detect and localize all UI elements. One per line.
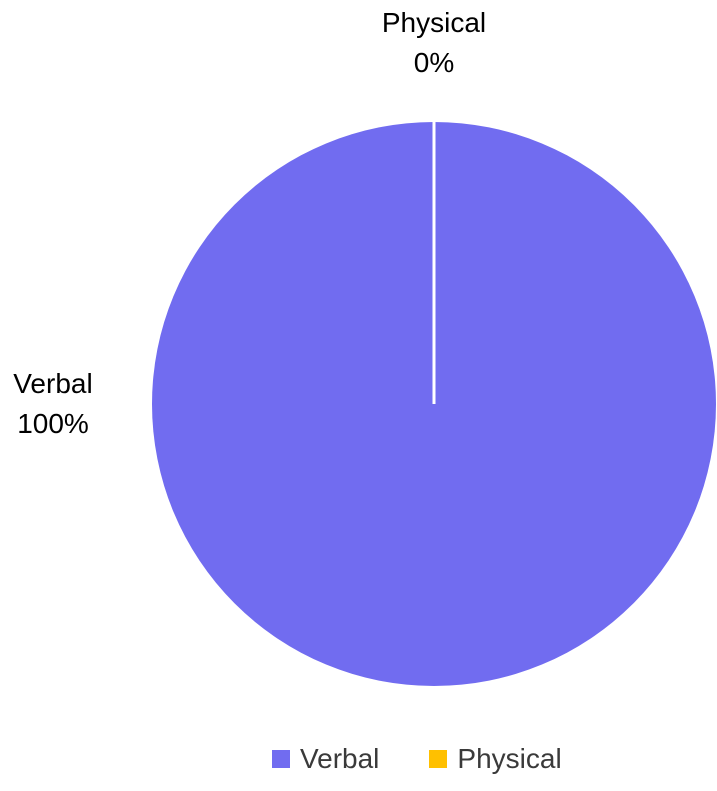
data-labels: Verbal 100% Physical 0% <box>13 7 486 439</box>
data-label-physical-category: Physical <box>382 7 486 38</box>
data-label-verbal-category: Verbal <box>13 368 92 399</box>
data-label-verbal-value: 100% <box>17 408 89 439</box>
legend-item-verbal: Verbal <box>272 743 379 775</box>
legend-swatch-physical <box>429 750 448 768</box>
legend-item-physical: Physical <box>429 743 562 775</box>
legend-label-physical: Physical <box>457 743 562 774</box>
legend: Verbal Physical <box>272 743 562 775</box>
data-label-physical-value: 0% <box>414 47 454 78</box>
legend-label-verbal: Verbal <box>300 743 380 774</box>
legend-swatch-verbal <box>272 750 290 768</box>
pie-slices <box>152 122 716 686</box>
